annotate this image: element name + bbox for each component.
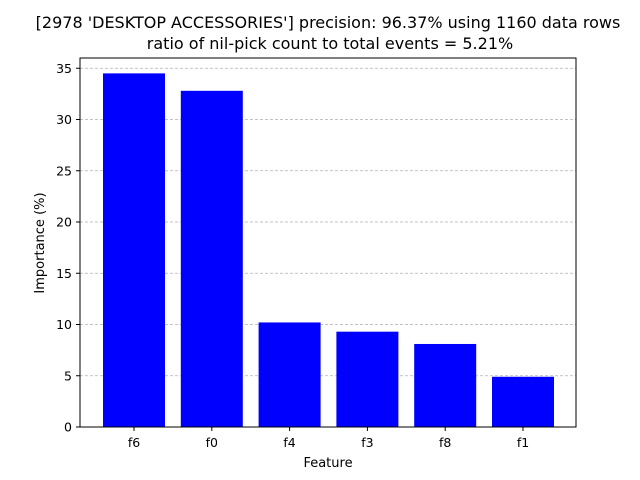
bar-f6	[103, 73, 165, 427]
y-tick-label: 15	[56, 266, 72, 281]
x-axis-label: Feature	[303, 456, 352, 471]
x-tick-label: f6	[128, 435, 140, 450]
y-tick-label: 10	[56, 317, 72, 332]
bar-f4	[258, 322, 321, 427]
bar-f0	[180, 90, 243, 428]
bar-f1	[492, 376, 554, 427]
x-axis-ticks: f6 f0 f4 f3 f8 f1	[128, 427, 529, 450]
x-tick-label: f8	[439, 435, 451, 450]
bars	[103, 73, 554, 428]
y-tick-label: 0	[64, 420, 72, 435]
y-tick-label: 25	[56, 163, 72, 178]
bar-f8	[414, 343, 477, 427]
plot-frame	[79, 57, 577, 428]
x-tick-label: f3	[361, 435, 373, 450]
y-axis-label: Importance (%)	[33, 192, 48, 293]
y-axis-ticks: 0 5 10 15 20 25 30 35	[56, 61, 80, 435]
bar-f3	[336, 331, 399, 427]
y-tick-label: 5	[64, 368, 72, 383]
y-tick-label: 35	[56, 61, 72, 76]
x-tick-label: f0	[206, 435, 218, 450]
y-tick-label: 30	[56, 112, 72, 127]
chart-title-line2: ratio of nil-pick count to total events …	[147, 34, 513, 53]
x-tick-label: f1	[517, 435, 529, 450]
x-tick-label: f4	[283, 435, 295, 450]
y-tick-label: 20	[56, 215, 72, 230]
chart-title-line1: [2978 'DESKTOP ACCESSORIES'] precision: …	[36, 13, 621, 32]
